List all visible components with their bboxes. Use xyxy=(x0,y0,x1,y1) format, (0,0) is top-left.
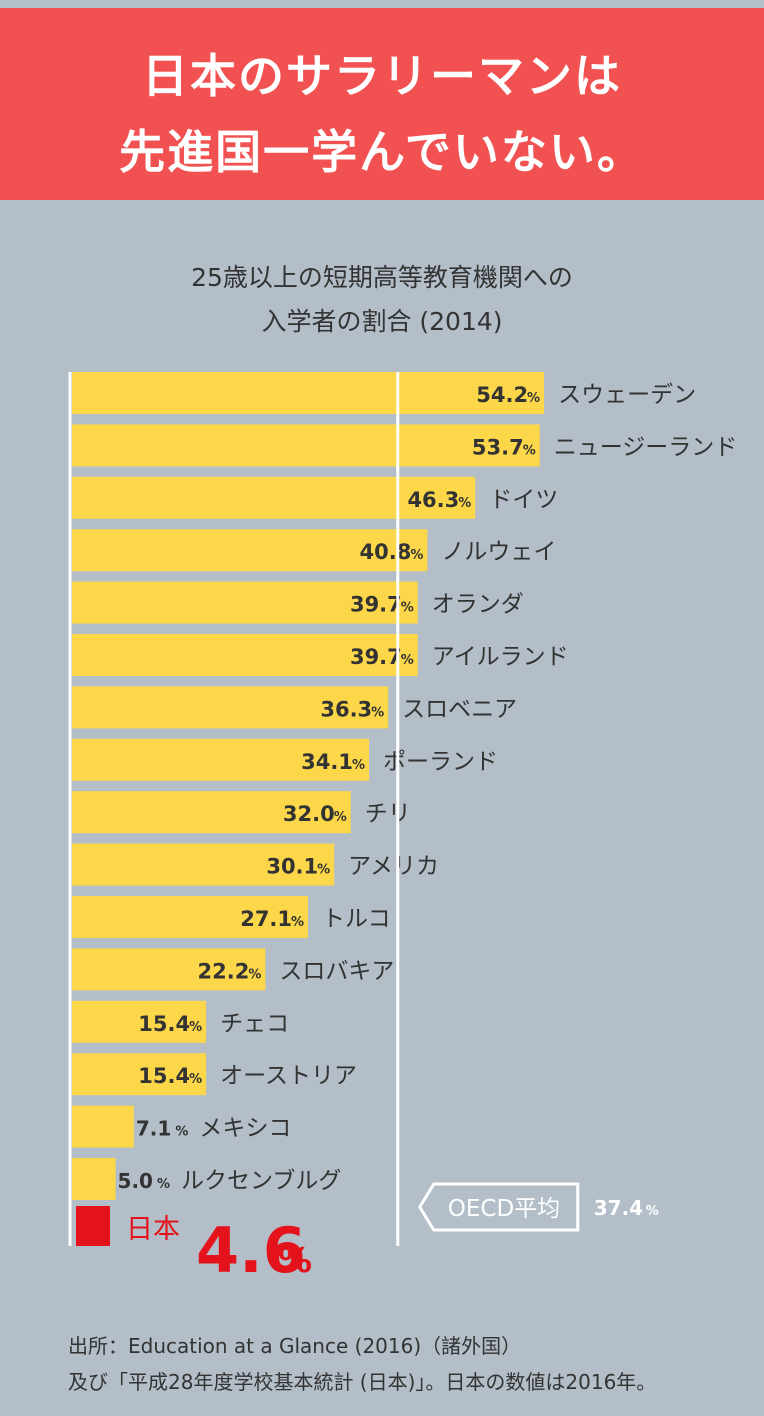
bar xyxy=(72,896,309,938)
bar-category-label: トルコ xyxy=(322,906,391,932)
chart-title-line-2: 入学者の割合 (2014) xyxy=(261,307,503,336)
source-note: 出所：Education at a Glance (2016)（諸外国） xyxy=(68,1334,522,1358)
bar-value-unit: % xyxy=(523,443,536,458)
bar xyxy=(72,581,418,624)
bar-chart: 54.2% スウェーデン 53.7% ニュージーランド 46.3% ドイツ 40.8% ノルウ… xyxy=(68,372,738,1287)
bar-category-label: チリ xyxy=(365,801,411,827)
bar-value-label: 36.3 xyxy=(320,697,372,721)
bar xyxy=(72,424,540,467)
bar-value-unit: % xyxy=(410,548,423,563)
bar-category-label: アイルランド xyxy=(432,644,569,670)
japan-value-unit: % xyxy=(278,1241,312,1281)
bar-value-unit: % xyxy=(458,496,471,511)
bar xyxy=(72,529,428,572)
bar xyxy=(72,1053,207,1096)
bar-value-unit: % xyxy=(334,810,347,825)
bar-category-label: オランダ xyxy=(432,592,524,618)
top-strip xyxy=(0,0,764,8)
bar xyxy=(72,948,266,991)
bar-category-label: ニュージーランド xyxy=(554,434,738,460)
headline-banner: 日本のサラリーマンは 先進国一学んでいない。 xyxy=(0,8,764,200)
bar-value-label: 39.7 xyxy=(350,593,402,617)
bar-category-label: ルクセンブルグ xyxy=(181,1168,341,1194)
bar-value-label: 34.1 xyxy=(301,750,353,774)
bar-value-label: 54.2 xyxy=(476,383,528,407)
bar-value-unit: % xyxy=(401,653,414,668)
oecd-average-label: OECD平均 xyxy=(448,1196,560,1222)
bar-value-label: 15.4 xyxy=(138,1064,190,1088)
bar-value-unit: % xyxy=(248,967,261,982)
bar xyxy=(72,686,389,729)
bar xyxy=(72,634,418,676)
bar-category-label: オーストリア xyxy=(220,1063,357,1089)
bar-value-unit: % xyxy=(371,705,384,720)
bar-value-unit: % xyxy=(401,601,414,616)
bar-value-label: 46.3 xyxy=(407,488,459,512)
bar-value-label: 7.1 xyxy=(136,1117,171,1141)
bar xyxy=(72,1158,116,1200)
bar-value-unit: % xyxy=(175,1125,188,1140)
bar-category-label: アメリカ xyxy=(348,854,439,880)
bar-value-label: 27.1 xyxy=(240,907,292,931)
source-note-detail: 及び「平成28年度学校基本統計 (日本)」。日本の数値は2016年。 xyxy=(68,1370,657,1394)
bar-value-label: 39.7 xyxy=(350,645,402,669)
bar-value-unit: % xyxy=(527,391,540,406)
bar-value-label: 22.2 xyxy=(198,959,250,983)
bar-value-unit: % xyxy=(352,758,365,773)
japan-marker xyxy=(76,1206,110,1246)
bar-value-unit: % xyxy=(317,863,330,878)
bar xyxy=(72,738,370,781)
bar xyxy=(72,476,476,519)
bar-value-label: 53.7 xyxy=(472,435,524,459)
headline-line-1: 日本のサラリーマンは xyxy=(142,49,622,103)
bar-category-label: メキシコ xyxy=(199,1116,291,1142)
bar-category-label: スロバキア xyxy=(279,958,394,984)
bar xyxy=(72,1105,134,1148)
bar-value-label: 5.0 xyxy=(118,1169,153,1193)
oecd-average-value: 37.4 xyxy=(594,1196,643,1220)
bar-value-unit: % xyxy=(189,1072,202,1087)
bar-category-label: ドイツ xyxy=(489,487,558,513)
bar xyxy=(72,791,351,834)
bar xyxy=(72,372,545,414)
bar-value-unit: % xyxy=(157,1177,170,1192)
bar-value-unit: % xyxy=(189,1020,202,1035)
bar-category-label: ポーランド xyxy=(383,749,498,775)
chart-title-line-1: 25歳以上の短期高等教育機関への xyxy=(191,263,573,292)
bar xyxy=(72,1000,207,1043)
oecd-average-unit: % xyxy=(646,1204,659,1219)
bar-value-label: 15.4 xyxy=(138,1012,190,1036)
bar-value-label: 40.8 xyxy=(360,540,412,564)
bar-category-label: ノルウェイ xyxy=(441,539,556,565)
bar-category-label: スロベニア xyxy=(402,696,517,722)
headline-line-2: 先進国一学んでいない。 xyxy=(119,125,645,179)
bar-category-label: チェコ xyxy=(220,1011,289,1037)
bar xyxy=(72,843,335,886)
japan-value: 4.6 xyxy=(196,1214,306,1287)
japan-label: 日本 xyxy=(126,1214,180,1245)
bar-category-label: スウェーデン xyxy=(558,382,696,408)
bar-value-unit: % xyxy=(291,915,304,930)
bar-value-label: 30.1 xyxy=(266,855,318,879)
oecd-average-tag xyxy=(417,1182,580,1232)
bar-value-label: 32.0 xyxy=(283,802,335,826)
